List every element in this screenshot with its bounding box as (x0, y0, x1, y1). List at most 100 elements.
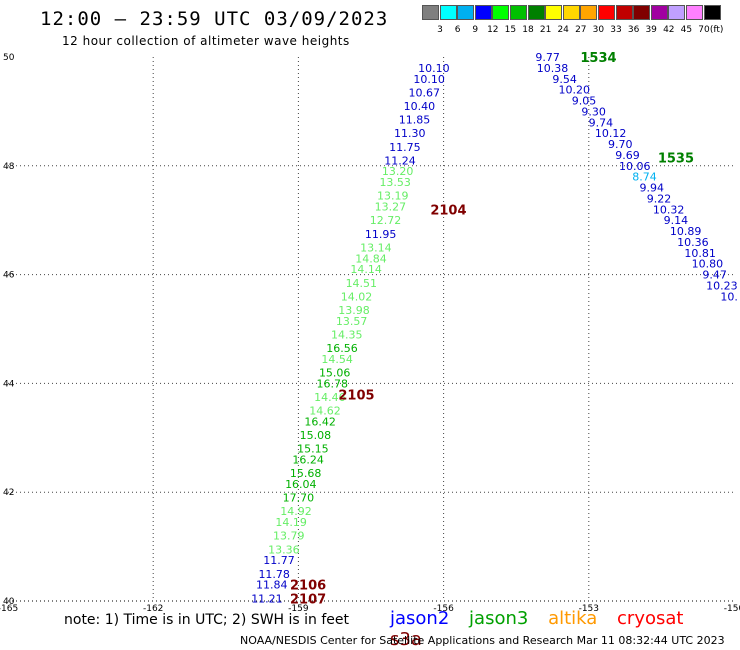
wave-height-value: 11.85 (399, 114, 431, 127)
mission-list: jason2 jason3 altika cryosat s3a (390, 608, 740, 650)
wave-height-value: 15.15 (297, 443, 329, 456)
wave-height-value: 10.89 (670, 225, 702, 238)
legend-label: 45 (680, 25, 693, 35)
track-label: 2107 (290, 592, 326, 607)
wave-height-value: 11.24 (384, 154, 416, 167)
legend-swatch (650, 5, 668, 20)
wave-height-value: 10.12 (595, 127, 627, 140)
wave-height-value: 13.14 (360, 241, 392, 254)
wave-height-value: 14.54 (321, 353, 353, 366)
wave-height-value: 14.46 (314, 391, 346, 404)
wave-height-value: 14.19 (275, 516, 307, 529)
legend-label: 21 (539, 25, 552, 35)
mission-altika: altika (548, 608, 598, 629)
wave-height-value: 16.04 (285, 478, 317, 491)
legend-label: 42 (663, 25, 675, 35)
legend-swatch (510, 5, 527, 20)
wave-height-value: 10.32 (653, 203, 685, 216)
x-tick-label: -156 (433, 604, 454, 614)
wave-height-value: 9.54 (552, 73, 577, 86)
credit-line: NOAA/NESDIS Center for Satellite Applica… (240, 634, 725, 647)
wave-height-value: 16.78 (317, 377, 349, 390)
legend-label: 70 (698, 25, 710, 35)
legend-swatch (439, 5, 457, 20)
legend-unit: (ft) (709, 25, 724, 35)
wave-height-value: 15.06 (319, 367, 351, 380)
legend-label: 30 (592, 25, 605, 35)
mission-jason2: jason2 (390, 608, 450, 629)
legend-label: 3 (437, 25, 443, 35)
wave-height-value: 9.94 (639, 182, 664, 195)
wave-height-value: 13.27 (375, 201, 407, 214)
wave-height-value: 10.10 (413, 73, 445, 86)
wave-height-value: 14.92 (280, 505, 312, 518)
wave-height-value: 16.42 (304, 415, 336, 428)
y-tick-label: 50 (3, 53, 15, 63)
wave-height-value: 14.51 (346, 277, 378, 290)
legend-swatch (668, 5, 686, 20)
track-label: 1534 (580, 51, 616, 66)
wave-height-value: 10.10 (418, 62, 450, 75)
wave-height-value: 16.24 (292, 454, 324, 467)
wave-height-value: 13.79 (273, 530, 305, 543)
wave-height-value: 10. (720, 290, 738, 303)
wave-height-value: 10.36 (677, 236, 709, 249)
wave-height-value: 9.70 (608, 138, 633, 151)
wave-height-value: 14.14 (350, 263, 382, 276)
legend-swatch (422, 5, 439, 20)
wave-height-value: 14.35 (331, 328, 363, 341)
wave-height-value: 10.23 (706, 279, 738, 292)
wave-height-value: 11.30 (394, 127, 426, 140)
wave-height-value: 9.22 (647, 192, 672, 205)
wave-height-value: 10.81 (684, 247, 716, 260)
wave-height-value: 15.68 (290, 467, 322, 480)
track-label: 2106 (290, 579, 326, 594)
legend-label: 27 (575, 25, 587, 35)
y-tick-label: 40 (3, 597, 15, 607)
wave-height-value: 12.72 (370, 214, 402, 227)
mission-jason3: jason3 (469, 608, 529, 629)
wave-height-value: 10.06 (619, 160, 651, 173)
x-tick-label: -165 (0, 604, 18, 614)
x-tick-label: -150 (724, 604, 740, 614)
wave-height-value: 14.02 (341, 290, 373, 303)
wave-height-value: 9.69 (615, 149, 640, 162)
legend-swatch (615, 5, 633, 20)
page-title: 12:00 – 23:59 UTC 03/09/2023 (40, 8, 389, 30)
legend-swatch (527, 5, 545, 20)
x-tick-label: -159 (288, 604, 309, 614)
legend-swatch (457, 5, 475, 20)
wave-height-value: 13.20 (382, 165, 414, 178)
legend-swatch (545, 5, 563, 20)
mission-s3a: s3a (390, 629, 422, 650)
y-tick-label: 42 (3, 488, 14, 498)
wave-height-value: 11.84 (256, 579, 288, 592)
track-label: 2104 (430, 203, 466, 218)
wave-height-value: 13.19 (377, 190, 409, 203)
legend-label: 18 (522, 25, 534, 35)
wave-height-value: 17.70 (283, 492, 315, 505)
y-tick-label: 44 (3, 379, 15, 389)
x-tick-label: -162 (143, 604, 163, 614)
wave-height-value: 13.57 (336, 315, 368, 328)
wave-height-value: 10.67 (408, 86, 440, 99)
wave-height-value: 10.20 (559, 84, 591, 97)
track-label: 1535 (658, 152, 694, 167)
legend-swatch (492, 5, 510, 20)
wave-height-value: 13.36 (268, 543, 300, 556)
wave-height-value: 9.14 (664, 214, 689, 227)
legend-label: 24 (557, 25, 569, 35)
legend-swatch (598, 5, 615, 20)
legend-label: 12 (487, 25, 499, 35)
legend-label: 33 (610, 25, 622, 35)
legend-swatch (703, 5, 721, 20)
track-label: 2105 (338, 388, 374, 403)
page-subtitle: 12 hour collection of altimeter wave hei… (62, 34, 350, 48)
legend-swatch (633, 5, 651, 20)
legend-swatch (562, 5, 580, 20)
wave-height-value: 9.30 (581, 105, 606, 118)
legend-label: 36 (627, 25, 640, 35)
wave-height-value: 9.47 (702, 269, 727, 282)
wave-height-value: 11.75 (389, 141, 421, 154)
